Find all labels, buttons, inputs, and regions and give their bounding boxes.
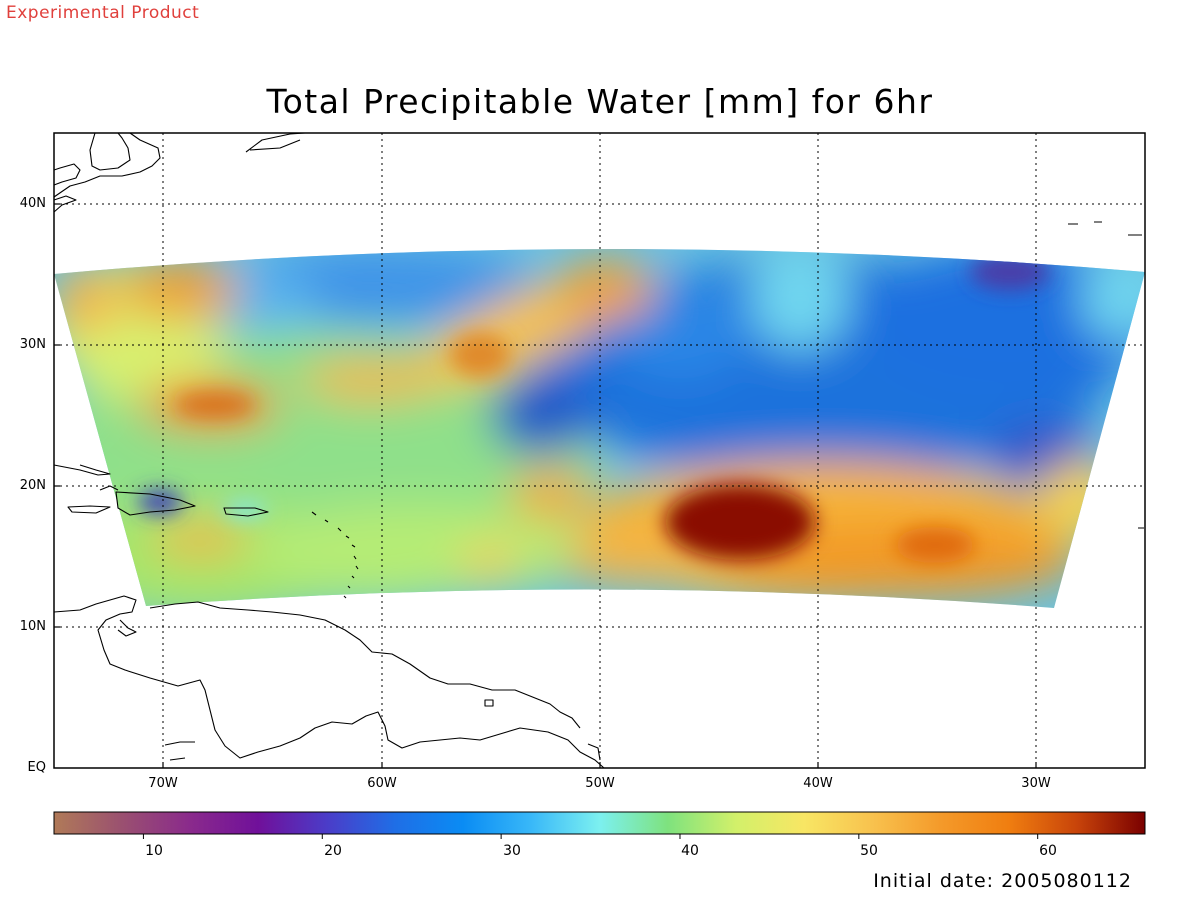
lon-label-60w: 60W (367, 776, 397, 791)
lat-label-30n: 30N (19, 337, 46, 352)
experimental-badge: Experimental Product (6, 3, 200, 23)
colorbar-label-20: 20 (324, 843, 342, 859)
coastlines (53, 132, 1144, 769)
lon-label-70w: 70W (148, 776, 178, 791)
initial-date: Initial date: 2005080112 (873, 870, 1132, 892)
colorbar-ticks (142, 834, 1039, 839)
graticule (54, 133, 1145, 768)
chart-title: Total Precipitable Water [mm] for 6hr (266, 82, 934, 121)
lat-label-eq: EQ (27, 760, 46, 775)
colorbar-label-30: 30 (503, 843, 521, 859)
lon-label-50w: 50W (585, 776, 615, 791)
lat-label-20n: 20N (19, 478, 46, 493)
colorbar-label-60: 60 (1039, 843, 1057, 859)
lat-label-10n: 10N (19, 619, 46, 634)
lat-label-40n: 40N (19, 196, 46, 211)
colorbar-label-40: 40 (681, 843, 699, 859)
colorbar-label-50: 50 (860, 843, 878, 859)
axis-ticks (54, 203, 1037, 768)
colorbar (53, 811, 1146, 835)
lon-label-40w: 40W (803, 776, 833, 791)
lon-label-30w: 30W (1021, 776, 1051, 791)
colorbar-label-10: 10 (145, 843, 163, 859)
